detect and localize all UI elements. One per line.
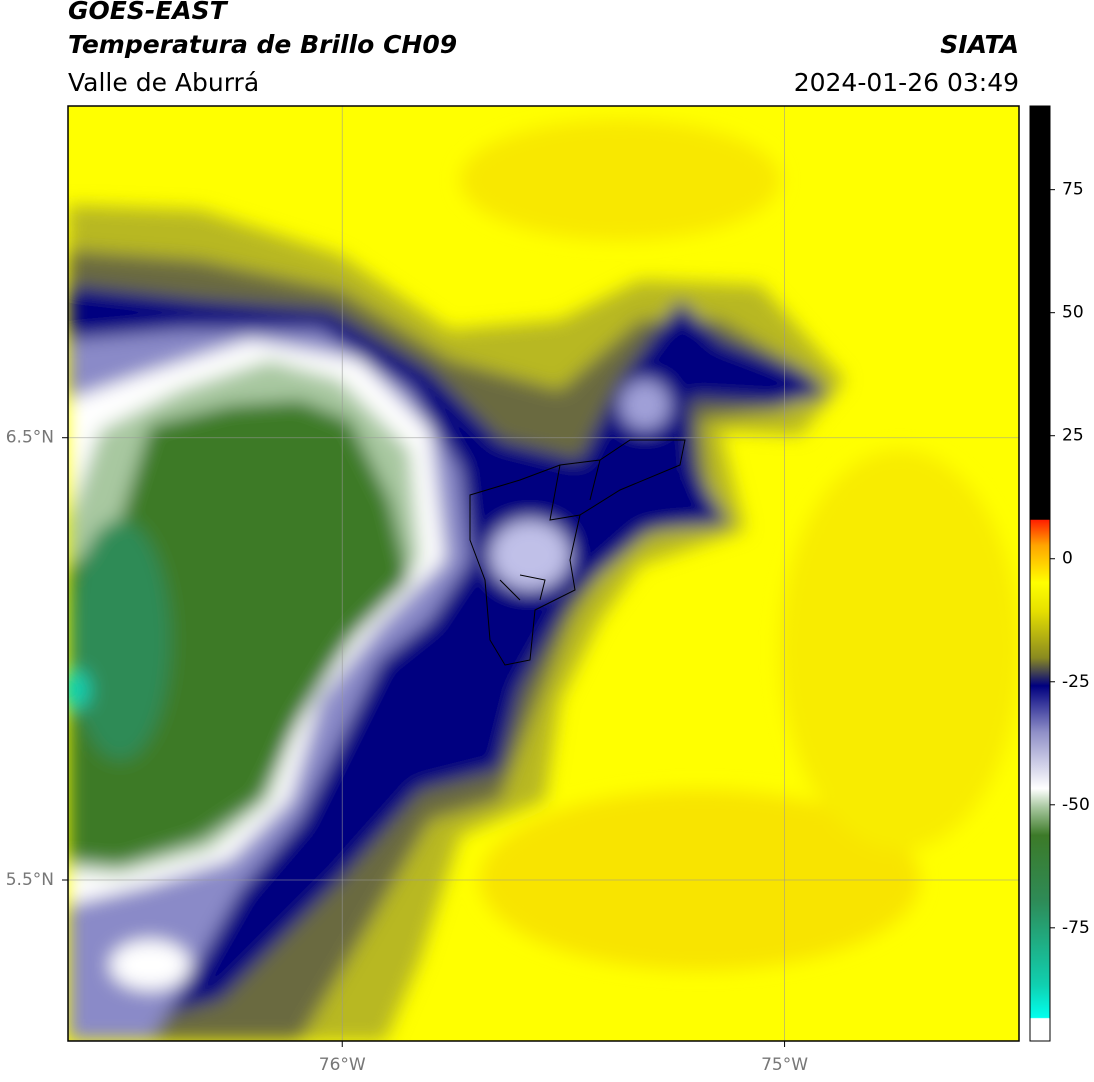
map-frame — [67, 105, 1020, 1042]
datetime: 2024-01-26 03:49 — [794, 68, 1019, 97]
colorbar-tick-label: -75 — [1062, 918, 1090, 938]
colorbar-tick-label: 75 — [1062, 180, 1084, 200]
colorbar-tick-label: 50 — [1062, 303, 1084, 323]
colorbar — [1029, 105, 1051, 1042]
x-tick-label: 76°W — [319, 1055, 366, 1075]
y-tick-label: 5.5°N — [6, 870, 54, 890]
region: Valle de Aburrá — [68, 68, 259, 97]
subtitle: Temperatura de Brillo CH09 — [68, 30, 457, 59]
colorbar-tick-label: 0 — [1062, 549, 1073, 569]
colorbar-tick-label: -25 — [1062, 672, 1090, 692]
y-tick-label: 6.5°N — [6, 428, 54, 448]
title: GOES-EAST — [68, 0, 229, 25]
satellite-image — [68, 106, 1019, 1041]
source: SIATA — [940, 30, 1019, 59]
colorbar-tick-label: -50 — [1062, 795, 1090, 815]
x-tick-label: 75°W — [761, 1055, 808, 1075]
colorbar-tick-label: 25 — [1062, 426, 1084, 446]
